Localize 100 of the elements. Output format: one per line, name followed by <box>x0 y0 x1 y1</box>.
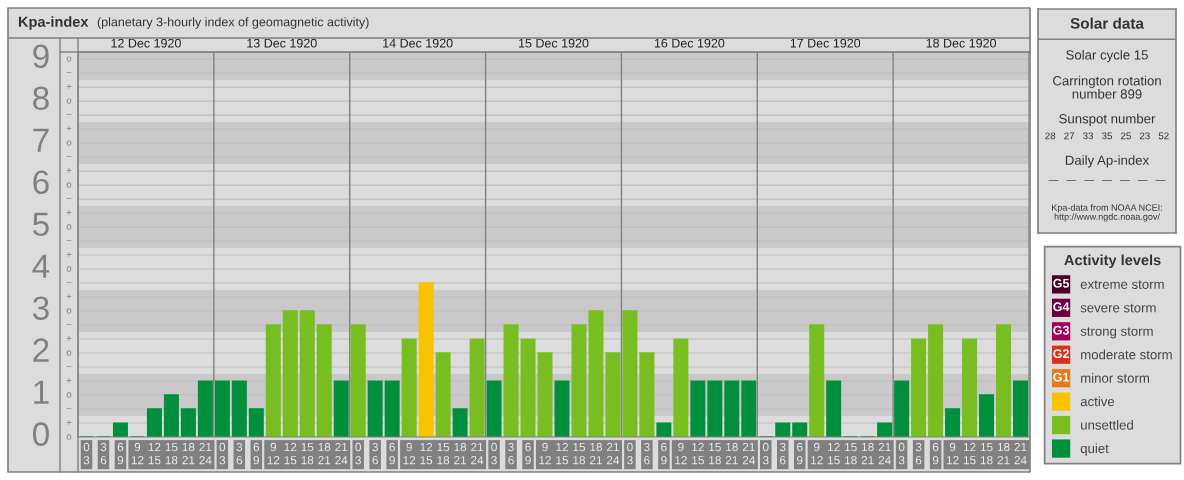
legend-label: minor storm <box>1081 373 1149 383</box>
text: + <box>66 419 72 425</box>
text: − <box>66 114 72 115</box>
text: o <box>66 434 72 440</box>
text: + <box>66 335 72 341</box>
x-tick-label: 15 18 <box>301 442 314 465</box>
text: + <box>66 293 72 299</box>
x-tick-label: 0 3 <box>762 442 769 465</box>
x-tick-label: 3 6 <box>236 442 243 465</box>
chart-subtitle: (planetary 3-hourly index of geomagnetic activity) <box>97 17 369 29</box>
text: o <box>66 140 72 146</box>
x-tick-label: 12 15 <box>963 442 976 465</box>
x-tick-label: 21 24 <box>1014 442 1027 465</box>
x-tick-label: 12 15 <box>556 442 569 465</box>
text: o <box>66 182 72 188</box>
text: 17 Dec 1920 <box>790 38 861 48</box>
legend-label: severe storm <box>1080 303 1156 313</box>
x-tick-label: 21 24 <box>199 442 212 465</box>
text: 18 Dec 1920 <box>926 38 997 48</box>
text: + <box>66 84 72 89</box>
legend-label: active <box>1080 396 1115 407</box>
x-tick-label: 18 21 <box>182 442 195 465</box>
x-tick-label: 21 24 <box>471 442 484 465</box>
text: + <box>66 209 72 215</box>
text: 13 Dec 1920 <box>247 38 317 48</box>
x-tick-label: 18 21 <box>589 442 603 465</box>
x-tick-label: 12 15 <box>420 442 433 465</box>
x-tick-label: 6 9 <box>253 442 260 465</box>
text: o <box>66 224 72 230</box>
x-tick-label: 6 9 <box>389 442 395 465</box>
text: — — — — — — — <box>1048 180 1166 181</box>
x-tick-label: 0 3 <box>898 442 905 465</box>
x-tick-label: 9 12 <box>811 442 823 465</box>
text: 16 Dec 1920 <box>654 38 725 48</box>
x-tick-label: 0 3 <box>83 442 90 465</box>
x-tick-label: 15 18 <box>709 442 721 465</box>
text: − <box>66 72 72 73</box>
legend-label: strong storm <box>1080 327 1153 339</box>
text: Solar cycle 15 <box>1066 49 1148 63</box>
legend-label: unsettled <box>1081 419 1133 430</box>
x-tick-label: 12 15 <box>828 442 840 465</box>
y-tick-label: 4 <box>32 254 50 278</box>
y-tick-label: 5 <box>33 212 49 237</box>
x-tick-label: 15 18 <box>980 442 993 465</box>
text: G4 <box>1053 302 1070 312</box>
legend-label: moderate storm <box>1081 349 1172 360</box>
text: G1 <box>1053 372 1070 382</box>
x-tick-label: 15 18 <box>437 442 450 465</box>
text: o <box>66 266 72 272</box>
legend-title: Activity levels <box>1064 254 1161 269</box>
x-tick-label: 18 21 <box>454 442 467 465</box>
x-tick-label: 0 3 <box>219 442 226 465</box>
x-tick-label: 3 6 <box>915 442 922 465</box>
text: + <box>66 251 72 257</box>
text: + <box>66 168 72 173</box>
x-tick-label: 0 3 <box>355 442 362 465</box>
y-tick-label: 2 <box>33 338 49 362</box>
text: Kpa-data from NOAA NCEI: http://www.ngdc.noaa.gov/ <box>1052 204 1162 222</box>
text: + <box>66 126 72 131</box>
y-tick-label: 6 <box>33 170 49 195</box>
legend-label: extreme storm <box>1080 280 1164 289</box>
text: Daily Ap-index <box>1065 155 1150 168</box>
text: − <box>66 407 72 409</box>
x-tick-label: 0 3 <box>627 442 633 465</box>
x-tick-label: 6 9 <box>525 442 531 465</box>
x-tick-label: 6 9 <box>797 442 803 465</box>
text: o <box>66 98 72 104</box>
x-tick-label: 9 12 <box>675 442 687 465</box>
x-tick-label: 6 9 <box>661 442 667 465</box>
x-tick-label: 18 21 <box>861 442 874 465</box>
text: o <box>66 392 72 398</box>
text: G5 <box>1053 278 1070 288</box>
y-tick-label: 3 <box>32 296 49 320</box>
x-tick-label: 18 21 <box>318 442 331 465</box>
y-tick-label: 1 <box>34 380 49 404</box>
text: 15 Dec 1920 <box>519 38 589 48</box>
x-tick-label: 21 24 <box>742 442 756 465</box>
x-tick-label: 18 21 <box>997 442 1010 465</box>
x-tick-label: 15 18 <box>573 442 586 465</box>
text: G2 <box>1053 349 1069 359</box>
x-tick-label: 0 3 <box>491 442 497 465</box>
text: G3 <box>1053 325 1069 335</box>
x-tick-label: 6 9 <box>932 442 939 465</box>
x-tick-label: 15 18 <box>845 442 857 465</box>
x-tick-label: 12 15 <box>284 442 297 465</box>
text: o <box>66 308 72 314</box>
text: Sunspot number <box>1059 113 1156 127</box>
text: o <box>66 56 72 62</box>
y-tick-label: 7 <box>33 128 49 152</box>
x-tick-label: 3 6 <box>779 442 786 465</box>
x-tick-label: 3 6 <box>100 442 107 465</box>
text: − <box>66 365 72 367</box>
chart-title: Kpa-index <box>18 16 89 30</box>
x-tick-label: 15 18 <box>165 442 178 465</box>
text: Carrington rotation number 899 <box>1053 75 1161 99</box>
x-tick-label: 12 15 <box>148 442 161 465</box>
text: − <box>66 156 72 157</box>
x-tick-label: 12 15 <box>692 442 704 465</box>
x-tick-label: 21 24 <box>335 442 348 465</box>
x-tick-label: 3 6 <box>372 442 378 465</box>
